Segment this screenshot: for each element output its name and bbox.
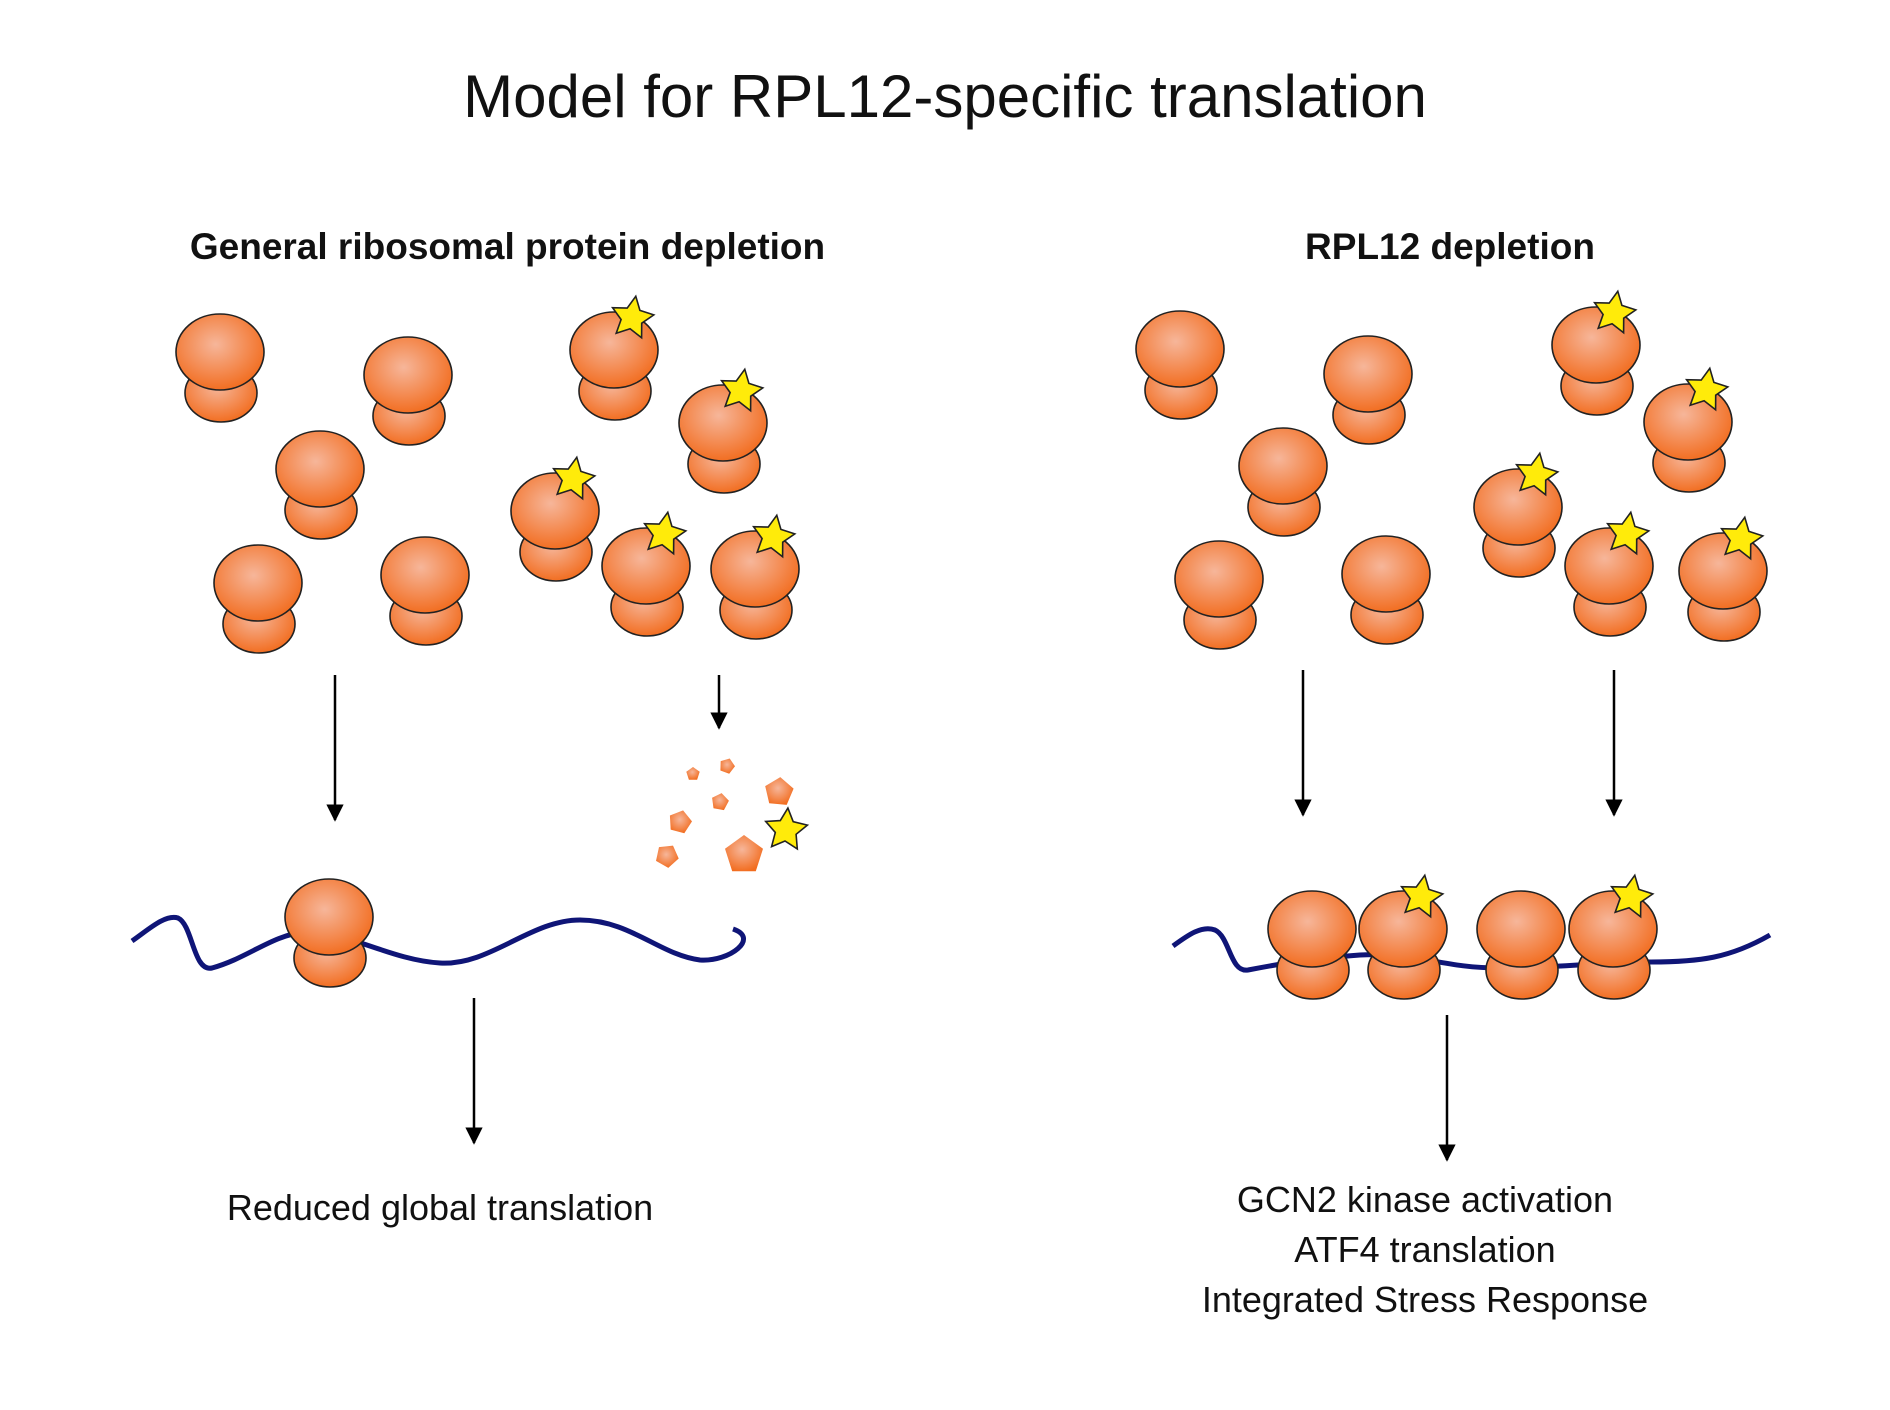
mrna-strand [130, 914, 746, 971]
large-subunit [1551, 306, 1641, 384]
ribosome-icon [1678, 515, 1768, 642]
left-outcome: Reduced global translation [140, 1183, 740, 1233]
ribosome-icon [1341, 535, 1431, 645]
left-panel-title: General ribosomal protein depletion [189, 226, 826, 267]
right-panel-title: RPL12 depletion [1305, 226, 1595, 267]
ribosome-icon [1551, 289, 1641, 416]
right-outcome: GCN2 kinase activation ATF4 translation … [1125, 1175, 1725, 1325]
large-subunit [1341, 535, 1431, 613]
star-icon [1606, 510, 1651, 556]
star-icon [611, 294, 656, 340]
large-subunit [213, 544, 303, 622]
ribosome-icon [601, 510, 691, 637]
ribosome-icon [275, 430, 365, 540]
large-subunit [1476, 890, 1566, 968]
star-icon [552, 455, 597, 501]
mrna-strand [1171, 926, 1772, 973]
star-icon [1720, 515, 1765, 561]
ribosome-icon [175, 313, 265, 423]
ribosome-icon [1238, 427, 1328, 537]
ribosome-icon [678, 367, 768, 494]
ribosome-icon [1267, 890, 1357, 1000]
large-subunit [284, 878, 374, 956]
large-subunit [1135, 310, 1225, 388]
ribosome-icon [1473, 451, 1563, 578]
left-outcome-line: Reduced global translation [226, 1187, 654, 1228]
large-subunit [1564, 527, 1654, 605]
star-icon [643, 510, 688, 556]
ribosome-icon [1135, 310, 1225, 420]
ribosome-icon [1174, 540, 1264, 650]
large-subunit [275, 430, 365, 508]
ribosome-icon [1323, 335, 1413, 445]
ribosome-icon [1476, 890, 1566, 1000]
star-icon [1610, 873, 1655, 919]
large-subunit [678, 384, 768, 462]
large-subunit [1174, 540, 1264, 618]
fragment-icon [686, 767, 700, 780]
large-subunit [1267, 890, 1357, 968]
fragment-icon [720, 758, 735, 774]
star-icon [764, 806, 810, 851]
ribosome-fragments [656, 758, 810, 872]
large-subunit [1568, 890, 1658, 968]
fragment-icon [725, 835, 763, 872]
ribosome-icon [363, 336, 453, 446]
star-icon [720, 367, 765, 413]
large-subunit [601, 527, 691, 605]
large-subunit [1323, 335, 1413, 413]
page-title: Model for RPL12-specific translation [463, 63, 1427, 130]
large-subunit [363, 336, 453, 414]
large-subunit [1473, 468, 1563, 546]
fragment-icon [669, 810, 692, 834]
ribosome-group [175, 289, 1768, 1000]
large-subunit [510, 472, 600, 550]
large-subunit [569, 311, 659, 389]
large-subunit [710, 530, 800, 608]
large-subunit [1358, 890, 1448, 968]
ribosome-icon [710, 513, 800, 640]
fragment-icon [712, 793, 729, 811]
right-outcome-line: GCN2 kinase activation [1236, 1179, 1614, 1220]
ribosome-icon [1358, 873, 1448, 1000]
star-icon [1400, 873, 1445, 919]
ribosome-icon [380, 536, 470, 646]
star-icon [752, 513, 797, 559]
fragment-icon [656, 845, 679, 868]
ribosome-icon [284, 878, 374, 988]
right-outcome-line: Integrated Stress Response [1201, 1279, 1649, 1320]
ribosome-icon [510, 455, 600, 582]
large-subunit [1238, 427, 1328, 505]
ribosome-icon [213, 544, 303, 654]
large-subunit [1643, 383, 1733, 461]
right-outcome-line: ATF4 translation [1294, 1229, 1556, 1270]
fragment-icon [765, 777, 794, 805]
large-subunit [380, 536, 470, 614]
ribosome-icon [1568, 873, 1658, 1000]
large-subunit [1678, 532, 1768, 610]
ribosome-icon [569, 294, 659, 421]
large-subunit [175, 313, 265, 391]
star-icon [1593, 289, 1638, 335]
ribosome-icon [1564, 510, 1654, 637]
star-icon [1685, 366, 1730, 412]
ribosome-icon [1643, 366, 1733, 493]
star-icon [1515, 451, 1560, 497]
